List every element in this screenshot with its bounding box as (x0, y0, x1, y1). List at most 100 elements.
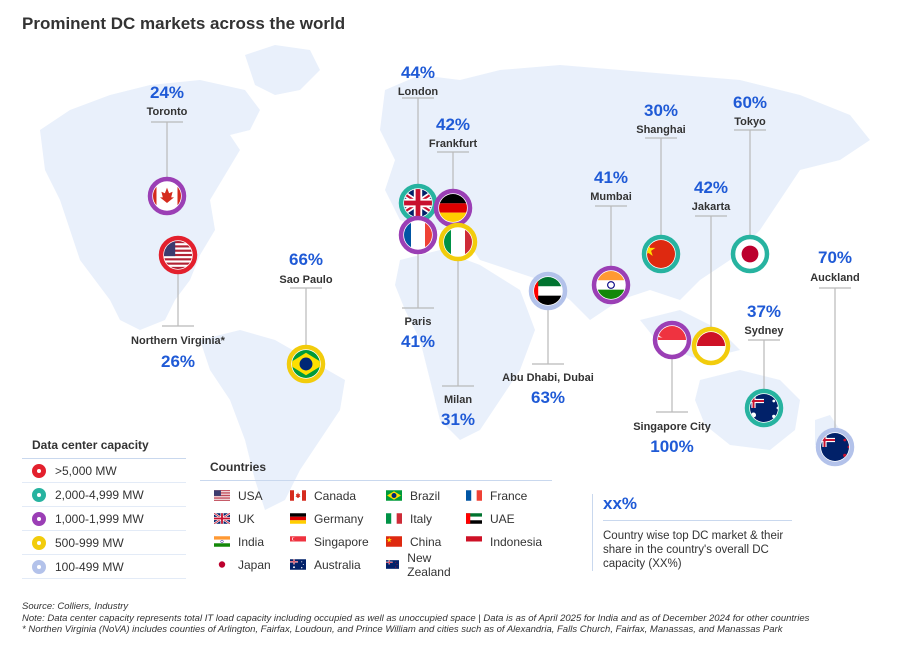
country-legend-label: China (410, 534, 442, 549)
greenland-shape (245, 45, 320, 95)
sydney-connector (748, 339, 780, 392)
london-connector (402, 97, 434, 187)
country-legend-item: Brazil (386, 487, 466, 504)
country-legend-item: France (466, 487, 556, 504)
uae-flag-icon (466, 513, 482, 524)
singapore-flag-icon (290, 536, 306, 547)
sydney-marker (744, 388, 784, 428)
abu-dhabi-dubai-connector (532, 307, 564, 365)
market-markers (147, 176, 855, 467)
milan-marker (438, 222, 478, 262)
toronto-marker (147, 176, 187, 216)
country-legend-label: UAE (490, 511, 515, 526)
country-legend-item: Japan (214, 556, 290, 573)
london-city-label: London (398, 86, 439, 98)
countries-legend: Countries USA Canada Brazil France UK Germany… (200, 458, 552, 579)
frankfurt-city-label: Frankfurt (429, 138, 478, 150)
auckland-connector (819, 287, 851, 431)
paris-connector (402, 251, 434, 309)
capacity-legend-label: >5,000 MW (55, 463, 117, 478)
capacity-legend-item: 100-499 MW (22, 555, 186, 579)
jakarta-share-label: 42% (694, 178, 728, 197)
market-labels: 24% Toronto 26% Northern Virginia* 66% Sao Pa… (131, 63, 860, 456)
country-legend-item: UK (214, 510, 290, 527)
northern-virginia-connector (162, 270, 194, 327)
data-note: Note: Data center capacity represents to… (22, 612, 810, 624)
nova-footnote: * Northen Virginia (NoVA) includes count… (22, 624, 783, 635)
shanghai-share-label: 30% (644, 101, 678, 120)
shanghai-connector (645, 137, 677, 238)
capacity-legend-label: 1,000-1,999 MW (55, 511, 144, 526)
share-legend: xx% Country wise top DC market & their s… (592, 494, 792, 571)
india-flag-icon (214, 536, 230, 547)
milan-city-label: Milan (444, 394, 472, 406)
auckland-share-label: 70% (818, 248, 852, 267)
capacity-dot-icon (32, 511, 46, 526)
capacity-legend-item: >5,000 MW (22, 459, 186, 483)
paris-city-label: Paris (405, 316, 432, 328)
country-legend-label: USA (238, 488, 263, 503)
china-flag-icon (386, 536, 402, 547)
capacity-legend: Data center capacity >5,000 MW 2,000-4,99… (22, 434, 186, 579)
world-map: 24% Toronto 26% Northern Virginia* 66% Sao Pa… (40, 45, 870, 510)
country-legend-item: Indonesia (466, 533, 556, 550)
share-legend-text: Country wise top DC market & their share… (603, 530, 784, 570)
new-zealand-flag-icon (386, 559, 399, 570)
sydney-city-label: Sydney (744, 325, 784, 337)
frankfurt-share-label: 42% (436, 115, 470, 134)
germany-flag-icon (290, 513, 306, 524)
london-marker (398, 183, 438, 223)
shanghai-city-label: Shanghai (636, 124, 686, 136)
country-legend-label: UK (238, 511, 255, 526)
jakarta-city-label: Jakarta (692, 201, 731, 213)
country-legend-label: France (490, 488, 528, 503)
mumbai-city-label: Mumbai (590, 191, 632, 203)
sao-paulo-city-label: Sao Paulo (279, 274, 332, 286)
country-legend-label: Canada (314, 488, 357, 503)
country-legend-item: UAE (466, 510, 556, 527)
country-legend-label: Brazil (410, 488, 441, 503)
jakarta-connector (695, 215, 727, 330)
singapore-city-city-label: Singapore City (633, 421, 712, 433)
country-legend-item: New Zealand (386, 551, 466, 579)
connector-lines (151, 97, 851, 431)
singapore-city-marker (652, 320, 692, 360)
uk-flag-icon (214, 513, 230, 524)
capacity-dot-icon (32, 463, 46, 478)
tokyo-marker (730, 234, 770, 274)
footnotes: Source: Colliers, Industry Note: Data ce… (22, 601, 892, 636)
toronto-share-label: 24% (150, 83, 184, 102)
countries-legend-heading: Countries (200, 458, 552, 481)
country-legend-label: Germany (314, 511, 364, 526)
northern-virginia-share-label: 26% (161, 352, 195, 371)
sao-paulo-connector (290, 287, 322, 348)
tokyo-connector (734, 129, 766, 238)
capacity-legend-heading: Data center capacity (22, 434, 186, 459)
singapore-city-share-label: 100% (650, 437, 693, 456)
tokyo-city-label: Tokyo (734, 116, 766, 128)
country-legend-item: Italy (386, 510, 466, 527)
london-share-label: 44% (401, 63, 435, 82)
sydney-share-label: 37% (747, 302, 781, 321)
jakarta-marker (691, 326, 731, 366)
country-legend-label: Japan (238, 557, 271, 572)
abu-dhabi-dubai-city-label: Abu Dhabi, Dubai (502, 372, 594, 384)
page-title: Prominent DC markets across the world (22, 14, 346, 33)
paris-share-label: 41% (401, 332, 435, 351)
source-note: Source: Colliers, Industry (22, 601, 129, 612)
auckland-marker (815, 427, 855, 467)
tokyo-share-label: 60% (733, 93, 767, 112)
capacity-dot-icon (32, 559, 46, 574)
abu-dhabi-dubai-share-label: 63% (531, 388, 565, 407)
mumbai-connector (595, 205, 627, 269)
capacity-legend-label: 500-999 MW (55, 535, 124, 550)
brazil-flag-icon (386, 490, 402, 501)
country-legend-item: Germany (290, 510, 386, 527)
sao-paulo-share-label: 66% (289, 250, 323, 269)
australia-flag-icon (290, 559, 306, 570)
shanghai-marker (641, 234, 681, 274)
toronto-city-label: Toronto (147, 106, 188, 118)
country-legend-item: China (386, 533, 466, 550)
capacity-legend-item: 500-999 MW (22, 531, 186, 555)
abu-dhabi-dubai-marker (528, 271, 568, 311)
